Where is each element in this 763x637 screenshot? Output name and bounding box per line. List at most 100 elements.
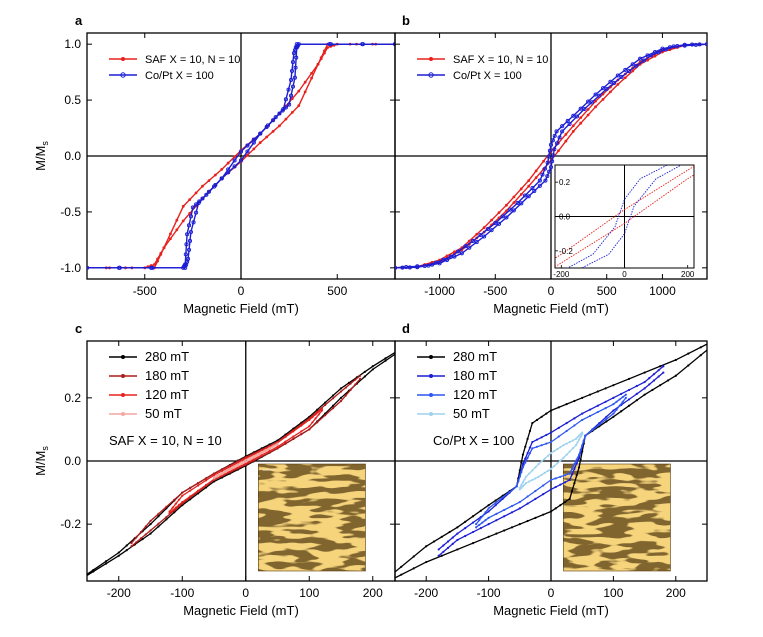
data-point bbox=[553, 450, 556, 453]
data-point bbox=[358, 374, 362, 377]
data-point bbox=[104, 562, 108, 565]
data-point bbox=[534, 489, 537, 493]
data-point bbox=[619, 74, 624, 80]
data-point bbox=[638, 56, 643, 61]
data-point bbox=[526, 194, 531, 199]
data-point bbox=[487, 523, 490, 526]
data-point bbox=[175, 228, 179, 232]
data-point bbox=[554, 129, 559, 134]
data-point bbox=[512, 201, 516, 204]
data-point bbox=[627, 404, 631, 407]
data-point bbox=[320, 409, 324, 412]
data-point bbox=[331, 407, 335, 410]
data-point bbox=[643, 371, 646, 374]
data-point bbox=[300, 424, 303, 427]
data-point bbox=[612, 396, 615, 399]
data-point bbox=[291, 51, 296, 56]
data-point bbox=[649, 53, 654, 58]
data-point bbox=[276, 443, 279, 446]
data-point bbox=[467, 239, 471, 243]
data-point bbox=[252, 456, 255, 459]
data-point bbox=[459, 251, 464, 256]
data-point bbox=[571, 113, 576, 118]
panel-c: c -200 -100 0 100 200 -0.2 0.0 0.2 Magnetic Field… bbox=[60, 321, 399, 618]
panel-letter-d: d bbox=[402, 321, 410, 336]
data-point bbox=[531, 447, 534, 450]
inset-plot-area bbox=[555, 165, 694, 268]
data-point bbox=[191, 220, 196, 225]
data-point bbox=[482, 226, 486, 229]
data-point bbox=[177, 498, 181, 501]
data-point bbox=[575, 458, 578, 461]
data-point bbox=[527, 179, 531, 183]
data-point bbox=[189, 486, 192, 489]
data-point bbox=[240, 461, 243, 464]
data-point bbox=[581, 431, 584, 434]
data-point bbox=[397, 349, 399, 351]
data-point bbox=[479, 527, 482, 530]
plot-area-a bbox=[87, 42, 395, 270]
data-point bbox=[570, 489, 574, 493]
data-point bbox=[528, 472, 531, 475]
data-point bbox=[173, 498, 176, 501]
data-point bbox=[543, 166, 548, 171]
inset-y-tick-label: 0.2 bbox=[559, 178, 571, 187]
data-point bbox=[440, 554, 443, 557]
data-point bbox=[181, 491, 184, 494]
legend-label: 280 mT bbox=[145, 349, 189, 364]
plot-area-b bbox=[395, 42, 707, 270]
data-point bbox=[612, 412, 615, 415]
data-point bbox=[331, 397, 335, 400]
data-point bbox=[574, 437, 578, 440]
data-point bbox=[651, 388, 654, 392]
data-point bbox=[540, 172, 545, 177]
data-point bbox=[194, 191, 198, 195]
x-axis-label: Magnetic Field (mT) bbox=[183, 301, 299, 316]
data-point bbox=[354, 378, 357, 381]
y-tick-label: -1.0 bbox=[60, 261, 81, 275]
x-tick-label: 100 bbox=[299, 586, 319, 600]
data-point bbox=[635, 384, 638, 388]
data-point bbox=[317, 410, 320, 413]
data-point bbox=[567, 121, 572, 126]
data-point bbox=[437, 261, 442, 266]
data-point bbox=[495, 532, 498, 535]
x-tick-label: 500 bbox=[327, 284, 347, 298]
data-point bbox=[293, 65, 298, 70]
data-point bbox=[248, 456, 251, 460]
data-point bbox=[576, 436, 579, 439]
data-point bbox=[551, 153, 556, 158]
data-point bbox=[565, 442, 568, 445]
data-point bbox=[615, 400, 618, 403]
data-point bbox=[324, 414, 327, 417]
data-point bbox=[545, 174, 550, 179]
data-point bbox=[186, 247, 192, 252]
data-point bbox=[478, 523, 481, 527]
y-tick-label: 0.0 bbox=[64, 149, 81, 163]
data-point bbox=[571, 124, 575, 128]
data-point bbox=[244, 462, 247, 465]
data-point bbox=[471, 542, 475, 545]
data-point bbox=[260, 454, 263, 457]
data-point bbox=[493, 221, 498, 226]
data-point bbox=[87, 265, 90, 270]
data-point bbox=[518, 500, 521, 504]
data-point bbox=[687, 364, 690, 367]
data-point bbox=[571, 439, 574, 442]
data-point bbox=[556, 448, 559, 451]
data-point bbox=[524, 475, 528, 478]
data-point bbox=[197, 484, 200, 487]
legend-label: Co/Pt X = 100 bbox=[145, 70, 214, 82]
data-point bbox=[272, 445, 275, 448]
data-point bbox=[442, 550, 445, 553]
data-point bbox=[535, 438, 539, 441]
data-point bbox=[518, 488, 521, 491]
data-point bbox=[626, 68, 632, 74]
data-point bbox=[297, 104, 301, 108]
data-point bbox=[265, 135, 269, 139]
legend-marker bbox=[121, 412, 125, 416]
panel-letter-b: b bbox=[402, 13, 410, 28]
data-point bbox=[206, 189, 211, 194]
data-point bbox=[349, 382, 352, 385]
data-point bbox=[621, 395, 624, 399]
